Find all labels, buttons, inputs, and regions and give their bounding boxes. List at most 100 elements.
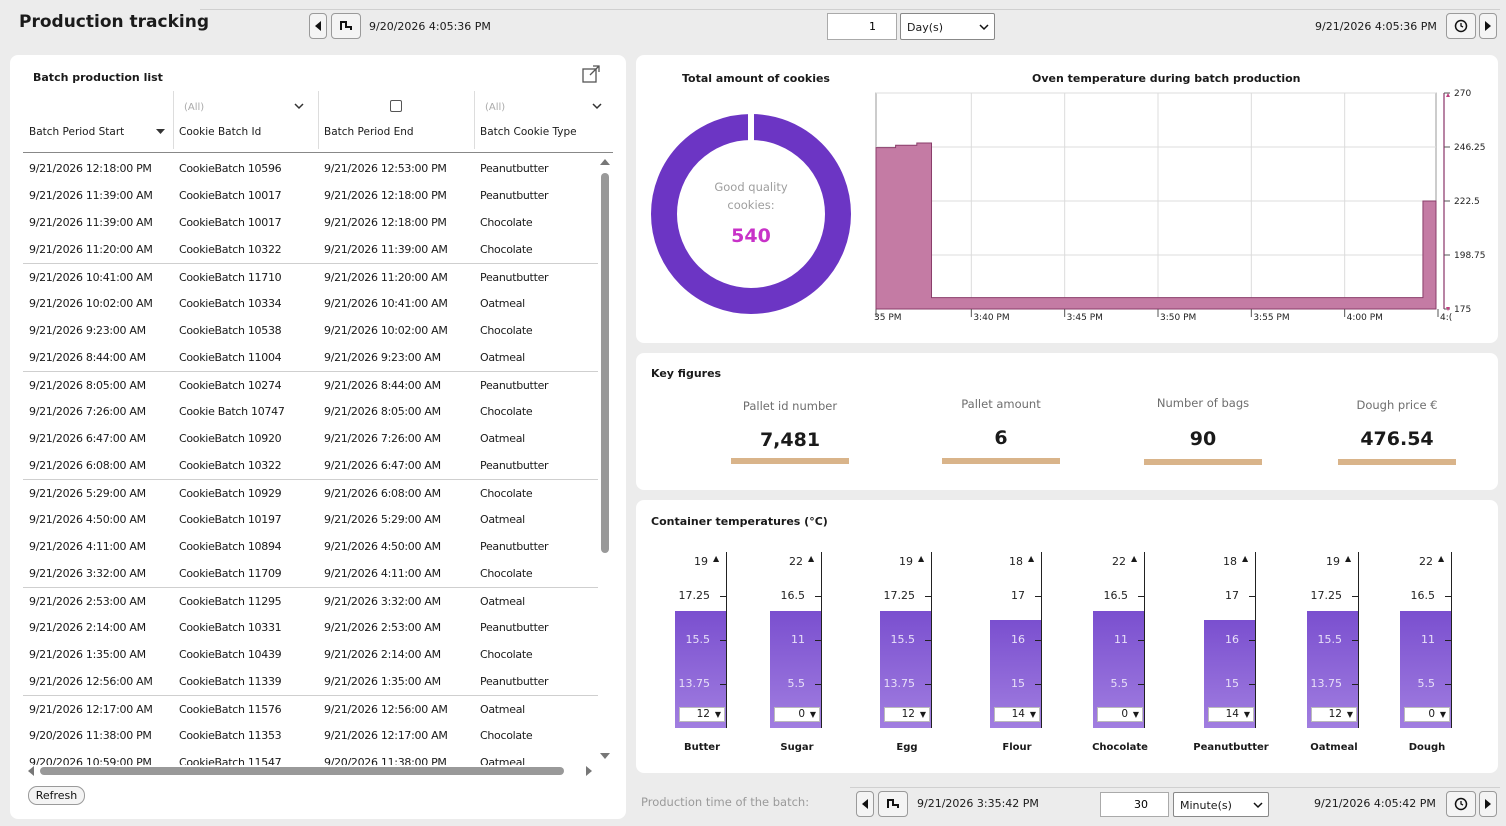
gauge-value-select[interactable]: 12 ▼ [1311, 707, 1357, 722]
footer-pause-button[interactable] [878, 791, 908, 817]
gauge-value: 12 [1328, 708, 1342, 720]
table-cell: 9/21/2026 4:11:00 AM [29, 540, 146, 553]
dough-price-value: 476.54 [1360, 428, 1434, 450]
table-cell: 9/21/2026 7:26:00 AM [324, 432, 441, 445]
horizontal-scrollbar-thumb[interactable] [40, 767, 564, 775]
gauge-sugar: 22 16.5 11 5.5 ▲ 0 ▼ Sugar [749, 552, 859, 753]
gauge-value-select[interactable]: 14 ▼ [1208, 707, 1254, 722]
scroll-down-icon[interactable] [600, 753, 610, 760]
table-cell: CookieBatch 10322 [179, 459, 282, 472]
table-cell: Cookie Batch 10747 [179, 405, 285, 418]
gauge-scale [1255, 552, 1256, 728]
table-row[interactable]: 9/21/2026 7:26:00 AM Cookie Batch 10747 9/… [23, 398, 598, 425]
chevron-down-icon[interactable] [592, 103, 602, 110]
gauge-name: Chocolate [1092, 742, 1148, 753]
y-tick-label: 198.75 [1454, 251, 1486, 261]
previous-period-button[interactable] [309, 13, 327, 39]
table-row[interactable]: 9/21/2026 12:17:00 AM CookieBatch 11576 9/… [23, 695, 598, 722]
table-cell: Peanutbutter [480, 189, 549, 202]
scroll-right-icon[interactable] [586, 766, 593, 776]
column-divider [173, 91, 174, 149]
footer-live-clock-button[interactable] [1446, 791, 1476, 817]
table-row[interactable]: 9/21/2026 4:50:00 AM CookieBatch 10197 9/2… [23, 506, 598, 533]
footer-range-value-input[interactable] [1100, 792, 1169, 817]
column-header-batch-start[interactable]: Batch Period Start [29, 126, 125, 138]
gauge-value-select[interactable]: 0 ▼ [1404, 707, 1450, 722]
gauge-value-select[interactable]: 12 ▼ [679, 707, 725, 722]
gauge-value-select[interactable]: 14 ▼ [994, 707, 1040, 722]
gauge-scale [1358, 552, 1359, 728]
gauge-name: Peanutbutter [1193, 742, 1269, 753]
gauge-value-select[interactable]: 0 ▼ [774, 707, 820, 722]
bags-bar [1144, 459, 1262, 465]
header-separator [23, 152, 613, 153]
gauge-tick-label: 17.25 [678, 589, 711, 602]
table-row[interactable]: 9/21/2026 11:20:00 AM CookieBatch 10322 9/… [23, 236, 598, 263]
refresh-button[interactable]: Refresh [28, 786, 85, 805]
popout-icon[interactable] [582, 65, 600, 83]
footer-previous-button[interactable] [856, 791, 874, 817]
header-range-unit-select[interactable]: Day(s) [900, 13, 995, 40]
scroll-left-icon[interactable] [27, 766, 34, 776]
table-row[interactable]: 9/21/2026 10:02:00 AM CookieBatch 10334 9/… [23, 290, 598, 317]
table-cell: 9/21/2026 12:56:00 AM [324, 703, 448, 716]
sort-desc-icon[interactable] [156, 129, 165, 135]
footer-range-unit-select[interactable]: Minute(s) [1173, 792, 1269, 817]
table-row[interactable]: 9/21/2026 11:39:00 AM CookieBatch 10017 9/… [23, 209, 598, 236]
gauge-value: 14 [1225, 708, 1239, 720]
table-row[interactable]: 9/21/2026 4:11:00 AM CookieBatch 10894 9/2… [23, 533, 598, 560]
footer-next-button[interactable] [1479, 791, 1497, 817]
table-row[interactable]: 9/21/2026 5:29:00 AM CookieBatch 10929 9/2… [23, 479, 598, 506]
table-cell: 9/21/2026 2:53:00 AM [324, 621, 441, 634]
cookie-type-filter-placeholder[interactable]: (All) [485, 102, 506, 113]
clock-icon [1454, 19, 1468, 33]
table-row[interactable]: 9/21/2026 3:32:00 AM CookieBatch 11709 9/2… [23, 560, 598, 587]
table-row[interactable]: 9/21/2026 1:35:00 AM CookieBatch 10439 9/2… [23, 641, 598, 668]
table-cell: Peanutbutter [480, 162, 549, 175]
table-cell: CookieBatch 10274 [179, 379, 282, 392]
table-row[interactable]: 9/20/2026 11:38:00 PM CookieBatch 11353 9/… [23, 722, 598, 749]
gauge-tick-label: 19 [1326, 555, 1340, 568]
table-cell: 9/21/2026 2:14:00 AM [29, 621, 146, 634]
table-row[interactable]: 9/21/2026 10:41:00 AM CookieBatch 11710 9/… [23, 263, 598, 290]
column-header-batch-id[interactable]: Cookie Batch Id [179, 126, 262, 138]
page-title: Production tracking [19, 12, 209, 32]
table-row[interactable]: 9/21/2026 8:44:00 AM CookieBatch 11004 9/2… [23, 344, 598, 371]
live-clock-button[interactable] [1446, 13, 1476, 39]
header-range-value-input[interactable] [827, 13, 897, 40]
x-tick-label: 3:50 PM [1160, 313, 1196, 323]
gauge-name: Butter [683, 742, 720, 753]
table-row[interactable]: 9/21/2026 2:53:00 AM CookieBatch 11295 9/2… [23, 587, 598, 614]
vertical-scrollbar-thumb[interactable] [601, 173, 609, 553]
batch-type-filter-placeholder[interactable]: (All) [184, 102, 205, 113]
table-cell: CookieBatch 10017 [179, 189, 282, 202]
table-row[interactable]: 9/21/2026 6:47:00 AM CookieBatch 10920 9/2… [23, 425, 598, 452]
table-cell: 9/21/2026 2:53:00 AM [29, 595, 146, 608]
column-header-batch-end[interactable]: Batch Period End [324, 126, 414, 138]
pallet-amount-value: 6 [994, 427, 1008, 449]
x-tick-label: 3:55 PM [1253, 313, 1289, 323]
next-period-button[interactable] [1479, 13, 1497, 39]
column-divider [474, 91, 475, 149]
gauge-value-select[interactable]: 0 ▼ [1097, 707, 1143, 722]
gauge-tick-label: 17.25 [1310, 589, 1343, 602]
scroll-up-icon[interactable] [600, 158, 610, 165]
gauge-value-select[interactable]: 12 ▼ [884, 707, 930, 722]
table-row[interactable]: 9/21/2026 12:56:00 AM CookieBatch 11339 9/… [23, 668, 598, 695]
table-row[interactable]: 9/21/2026 6:08:00 AM CookieBatch 10322 9/2… [23, 452, 598, 479]
pause-toggle-button[interactable] [331, 13, 361, 39]
table-row[interactable]: 9/21/2026 12:18:00 PM CookieBatch 10596 9/… [23, 155, 598, 182]
table-cell: 9/21/2026 1:35:00 AM [324, 675, 441, 688]
gauge-max-marker: ▲ [1345, 554, 1352, 563]
batch-end-checkbox[interactable] [390, 100, 402, 112]
table-row[interactable]: 9/21/2026 11:39:00 AM CookieBatch 10017 9/… [23, 182, 598, 209]
table-row[interactable]: 9/21/2026 9:23:00 AM CookieBatch 10538 9/2… [23, 317, 598, 344]
cookies-center-value: 540 [731, 225, 771, 247]
chevron-down-icon: ▼ [919, 710, 926, 719]
table-cell: 9/21/2026 12:56:00 AM [29, 675, 153, 688]
table-row[interactable]: 9/20/2026 10:59:00 PM CookieBatch 11547 9/… [23, 749, 598, 765]
table-row[interactable]: 9/21/2026 2:14:00 AM CookieBatch 10331 9/2… [23, 614, 598, 641]
table-row[interactable]: 9/21/2026 8:05:00 AM CookieBatch 10274 9/2… [23, 371, 598, 398]
column-header-cookie-type[interactable]: Batch Cookie Type [480, 126, 577, 138]
chevron-down-icon[interactable] [294, 103, 304, 110]
